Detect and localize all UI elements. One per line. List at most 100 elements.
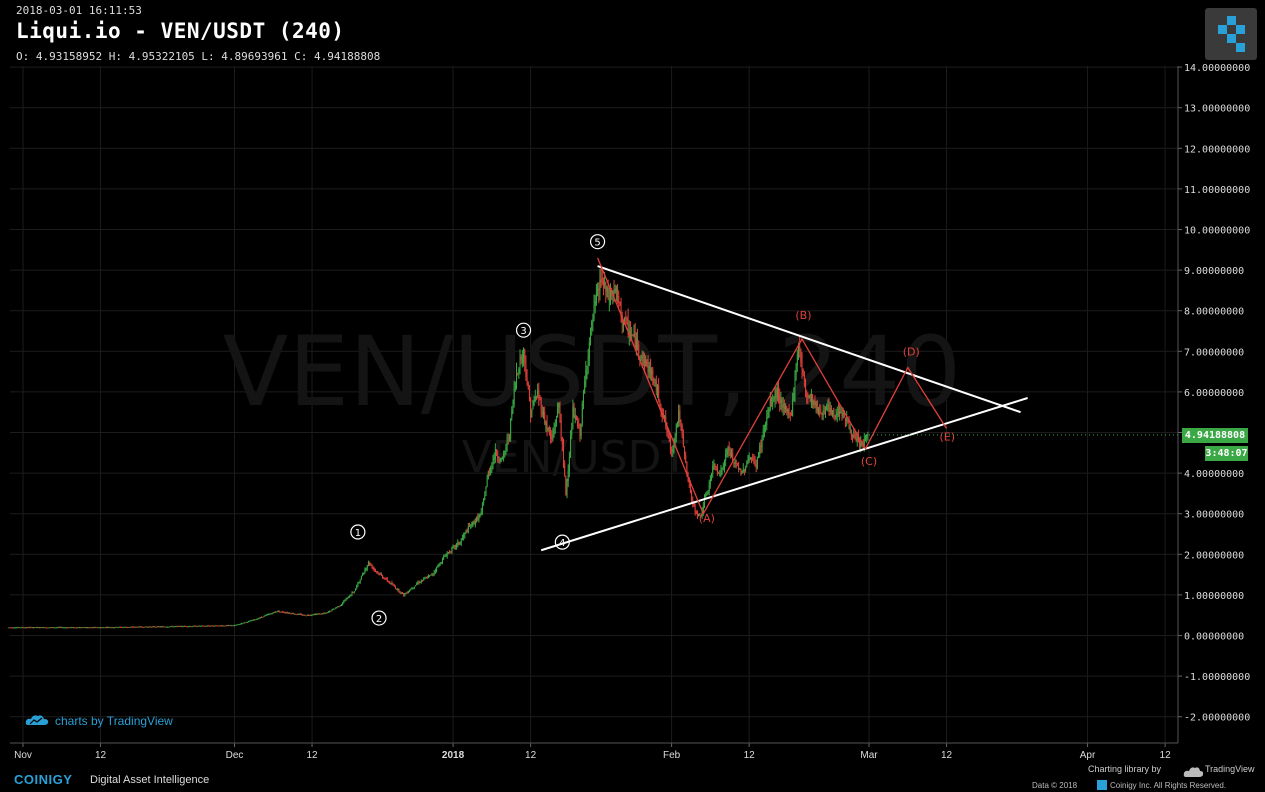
candle-body xyxy=(277,610,279,612)
candle-body xyxy=(60,627,62,629)
candle-body xyxy=(10,627,12,629)
candle-body xyxy=(410,588,412,591)
candle-body xyxy=(412,587,414,589)
candle-body xyxy=(621,315,623,324)
candle-body xyxy=(286,612,288,614)
candle-body xyxy=(437,566,439,568)
candle-body xyxy=(729,451,731,457)
candle-body xyxy=(457,542,459,545)
candle-body xyxy=(373,567,375,570)
candle-body xyxy=(705,494,707,498)
candle-body xyxy=(486,478,488,486)
y-tick-label: 9.00000000 xyxy=(1184,266,1244,277)
candle-body xyxy=(473,521,475,524)
candles xyxy=(8,267,869,629)
candle-body xyxy=(472,521,474,523)
candle-body xyxy=(552,434,554,440)
candle-body xyxy=(767,411,769,417)
candle-body xyxy=(17,627,19,629)
candle-body xyxy=(46,627,47,629)
candle-body xyxy=(80,627,82,629)
candle-body xyxy=(577,420,579,426)
candle-body xyxy=(534,396,536,402)
candle-body xyxy=(147,626,149,628)
candle-body xyxy=(641,357,643,359)
y-tick-label: 10.00000000 xyxy=(1184,226,1250,237)
candle-body xyxy=(793,393,795,401)
candle-body xyxy=(244,622,246,624)
candle-body xyxy=(11,627,13,629)
wave-number: 4 xyxy=(559,538,565,549)
candle-body xyxy=(514,382,516,391)
x-tick-label: 12 xyxy=(941,750,953,761)
candle-body xyxy=(258,618,260,620)
candle-body xyxy=(276,611,278,613)
wave-number: 1 xyxy=(355,528,361,539)
candle-body xyxy=(169,626,171,628)
candle-body xyxy=(586,365,588,372)
tradingview-credit-link[interactable]: charts by TradingView xyxy=(55,714,173,728)
candle-body xyxy=(525,362,527,378)
candle-body xyxy=(196,626,198,628)
candle-body xyxy=(82,627,84,629)
candle-body xyxy=(810,395,812,403)
candle-body xyxy=(585,370,587,383)
candle-body xyxy=(531,409,533,418)
candle-body xyxy=(666,425,668,432)
candle-body xyxy=(564,462,566,476)
candle-body xyxy=(488,471,490,473)
y-tick-label: -1.00000000 xyxy=(1184,672,1250,683)
candle-body xyxy=(745,467,747,471)
candle-body xyxy=(364,569,366,574)
candle-body xyxy=(248,621,250,623)
candle-body xyxy=(496,449,498,456)
candle-body xyxy=(689,483,691,493)
candle-body xyxy=(443,556,445,559)
footer-tradingview[interactable]: TradingView xyxy=(1205,764,1255,774)
candle-body xyxy=(386,578,388,582)
candle-body xyxy=(407,591,409,594)
candle-body xyxy=(164,626,166,628)
candle-body xyxy=(158,626,160,628)
candle-body xyxy=(111,627,113,629)
candle-body xyxy=(194,625,196,627)
candle-body xyxy=(812,394,814,405)
candle-body xyxy=(329,610,331,612)
y-tick-label: 1.00000000 xyxy=(1184,591,1244,602)
candle-body xyxy=(140,626,141,628)
candle-body xyxy=(157,626,159,628)
candle-body xyxy=(866,435,868,438)
candle-body xyxy=(557,407,559,417)
candle-body xyxy=(518,369,520,373)
candle-body xyxy=(77,627,79,629)
candle-body xyxy=(249,620,251,622)
candle-body xyxy=(768,409,770,412)
candle-body xyxy=(592,319,594,323)
candle-body xyxy=(218,625,220,627)
candle-body xyxy=(829,407,831,412)
candle-body xyxy=(537,389,539,396)
candle-body xyxy=(855,437,857,440)
candle-body xyxy=(500,457,502,462)
abcde-path xyxy=(596,257,948,516)
wave-label: (D) xyxy=(903,345,920,358)
candle-body xyxy=(154,626,156,628)
candle-body xyxy=(610,292,611,302)
candle-body xyxy=(671,450,673,452)
candle-body xyxy=(747,461,749,463)
candle-body xyxy=(739,468,741,470)
candle-body xyxy=(593,303,595,319)
x-tick-label: Nov xyxy=(14,750,32,761)
candle-body xyxy=(335,607,337,609)
candle-body xyxy=(252,619,254,621)
candle-body xyxy=(722,466,724,469)
candle-body xyxy=(148,626,150,628)
candle-body xyxy=(384,578,386,580)
candle-body xyxy=(799,345,801,351)
candle-body xyxy=(229,625,231,627)
candle-body xyxy=(505,447,507,451)
candle-body xyxy=(701,511,703,516)
candle-body xyxy=(176,626,178,628)
candle-body xyxy=(142,626,144,628)
